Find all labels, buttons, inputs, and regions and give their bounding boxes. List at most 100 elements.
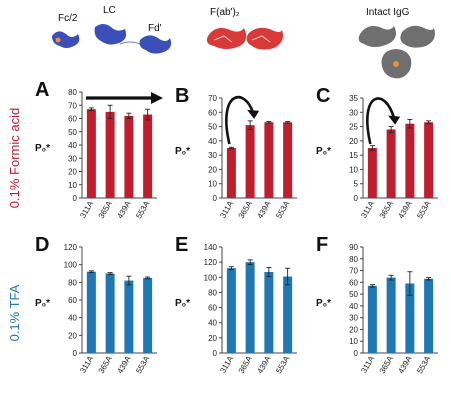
- y-tick-label: 30: [349, 314, 358, 323]
- y-axis-label: P₀*: [35, 143, 50, 154]
- row-label-formic-acid: 0.1% Formic acid: [7, 108, 22, 208]
- bar: [86, 271, 96, 353]
- bar: [264, 271, 274, 353]
- y-tick-label: 20: [68, 331, 77, 340]
- x-tick-label: 439A: [396, 199, 413, 220]
- bar: [105, 111, 115, 198]
- panel-a: A P₀* 0 10 20 30 40 50 60 70 80 311A 365A 439A 553A: [35, 79, 163, 220]
- y-tick-label: 0: [354, 194, 359, 203]
- structure-label-intact: Intact IgG: [366, 7, 410, 18]
- panel-c: C P₀* 0 5 10 15 20 25 30 35 311A 365A 439A 553A: [316, 85, 438, 220]
- trend-arrow: [366, 97, 396, 145]
- bar: [143, 114, 153, 198]
- y-tick-label: 80: [208, 288, 217, 297]
- y-tick-label: 60: [208, 304, 217, 313]
- y-tick-label: 50: [208, 123, 217, 132]
- x-tick-label: 365A: [97, 199, 114, 220]
- y-tick-label: 60: [68, 115, 77, 124]
- y-tick-label: 40: [208, 137, 217, 146]
- y-tick-label: 40: [208, 319, 217, 328]
- y-tick-label: 0: [213, 194, 218, 203]
- y-tick-label: 10: [208, 180, 217, 189]
- x-tick-label: 439A: [255, 199, 272, 220]
- y-tick-label: 140: [204, 243, 218, 252]
- y-axis-label: P₀*: [316, 298, 331, 309]
- y-tick-label: 60: [208, 108, 217, 117]
- y-tick-label: 50: [68, 128, 77, 137]
- x-tick-label: 553A: [274, 354, 291, 375]
- bar: [283, 276, 293, 353]
- x-tick-label: 439A: [396, 354, 413, 375]
- y-tick-label: 120: [204, 258, 218, 267]
- x-tick-label: 365A: [378, 199, 395, 220]
- y-tick-label: 90: [349, 243, 358, 252]
- y-axis-label: P₀*: [175, 298, 190, 309]
- panel-d: D P₀* 0 20 40 60 80 100 120 311A 365A 439A 553A: [35, 234, 157, 375]
- y-tick-label: 20: [208, 334, 217, 343]
- bar: [226, 268, 236, 353]
- y-tick-label: 70: [68, 101, 77, 110]
- bar: [264, 122, 274, 198]
- y-tick-label: 80: [349, 255, 358, 264]
- y-tick-label: 0: [73, 194, 78, 203]
- bar: [105, 273, 115, 353]
- y-tick-label: 35: [349, 94, 358, 103]
- trend-arrow: [225, 95, 255, 145]
- bar: [424, 122, 434, 198]
- y-tick-label: 30: [349, 108, 358, 117]
- y-tick-label: 50: [349, 290, 358, 299]
- panel-f: F P₀* 0 10 20 30 40 50 60 70 80 90 311A 365A 439A 553A: [316, 234, 438, 375]
- x-tick-label: 439A: [255, 354, 272, 375]
- x-tick-label: 365A: [237, 199, 254, 220]
- y-tick-label: 40: [68, 314, 77, 323]
- structure-label-lc: LC: [103, 5, 116, 16]
- x-tick-label: 311A: [78, 354, 95, 375]
- trend-arrow-head: [247, 109, 260, 119]
- y-tick-label: 20: [349, 137, 358, 146]
- panel-letter: B: [175, 85, 189, 107]
- trend-arrow-head: [388, 115, 401, 125]
- bar: [124, 115, 134, 198]
- bar: [367, 285, 377, 353]
- bar: [124, 280, 134, 353]
- bar: [245, 262, 255, 353]
- structure-fab2-image: F(ab')₂: [206, 7, 283, 50]
- y-axis-label: P₀*: [35, 298, 50, 309]
- y-tick-label: 0: [73, 349, 78, 358]
- bar: [405, 283, 415, 353]
- x-tick-label: 365A: [97, 354, 114, 375]
- y-tick-label: 10: [349, 337, 358, 346]
- y-tick-label: 40: [68, 141, 77, 150]
- y-tick-label: 70: [208, 94, 217, 103]
- y-tick-label: 80: [68, 278, 77, 287]
- x-tick-label: 365A: [237, 354, 254, 375]
- y-tick-label: 0: [213, 349, 218, 358]
- x-tick-label: 311A: [359, 354, 376, 375]
- y-axis-label: P₀*: [316, 146, 331, 157]
- y-tick-label: 20: [68, 168, 77, 177]
- x-tick-label: 311A: [359, 199, 376, 220]
- x-tick-label: 553A: [134, 354, 151, 375]
- x-tick-label: 311A: [218, 354, 235, 375]
- y-tick-label: 10: [68, 181, 77, 190]
- structure-label-fd: Fd': [148, 23, 162, 34]
- y-tick-label: 60: [68, 296, 77, 305]
- x-tick-label: 553A: [415, 354, 432, 375]
- structure-intact-image: Intact IgG: [358, 7, 435, 79]
- panel-letter: F: [316, 234, 328, 256]
- y-tick-label: 30: [208, 151, 217, 160]
- y-tick-label: 100: [204, 273, 218, 282]
- y-tick-label: 15: [349, 151, 358, 160]
- row-label-tfa: 0.1% TFA: [7, 284, 22, 341]
- x-tick-label: 553A: [134, 199, 151, 220]
- y-tick-label: 5: [354, 180, 359, 189]
- y-tick-label: 120: [64, 243, 78, 252]
- structure-fc-lc-fd-image: Fc/2 LC Fd': [52, 5, 172, 54]
- structure-label-fab2: F(ab')₂: [210, 7, 240, 18]
- x-tick-label: 439A: [115, 199, 132, 220]
- bar: [143, 277, 153, 353]
- bar: [245, 125, 255, 198]
- panel-letter: A: [35, 79, 49, 101]
